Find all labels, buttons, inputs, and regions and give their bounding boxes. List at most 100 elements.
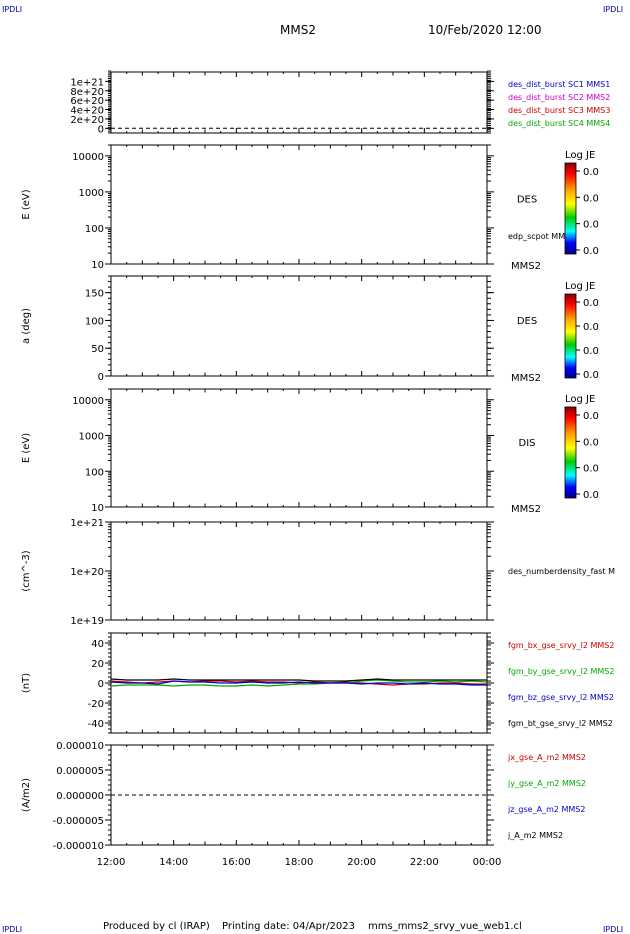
panel-2: 10000 1000 100 10 E (eV) DES edp_scpot MMS2 MMS…: [21, 144, 599, 272]
legend-entry: jy_gse_A_m2 MMS2: [507, 779, 586, 788]
panel-3: 150 100 50 0 a (deg) DES MMS2 Log JE 0.0 0.0 0.0 0.…: [21, 275, 599, 384]
y-tick-label: 100: [85, 467, 104, 478]
y-tick-label: 4e+20: [70, 106, 104, 117]
y-tick-label: 1e+21: [70, 77, 104, 88]
y-tick-label: -0.000005: [53, 816, 104, 827]
y-tick-label: -0.000010: [53, 841, 104, 852]
corner-mark-top-right: IPDLI: [603, 5, 623, 14]
y-tick-label: 1e+20: [70, 567, 104, 578]
time-tick-label: 12:00: [97, 857, 126, 868]
panel-frame: [110, 71, 488, 134]
panel-7: 0.000010 0.000005 0.000000 -0.000005 -0.0000…: [21, 741, 586, 852]
y-tick-label: 100: [85, 224, 104, 235]
legend-entry: fgm_bz_gse_srvy_l2 MMS2: [508, 693, 614, 702]
colorbar-tick-label: 0.0: [583, 370, 599, 381]
colorbar-title: Log JE: [565, 394, 595, 405]
y-tick-label: -40: [88, 719, 104, 730]
colorbar-title: Log JE: [565, 281, 595, 292]
y-tick-label: 150: [85, 289, 104, 300]
time-tick-label: 00:00: [473, 857, 502, 868]
colorbar: [564, 162, 577, 255]
panel-label: DES: [517, 316, 537, 327]
legend-entry: des_dist_burst SC1 MMS1: [508, 80, 610, 89]
bottom-label: MMS2: [511, 504, 541, 515]
colorbar-title: Log JE: [565, 150, 595, 161]
legend-entry: jx_gse_A_m2 MMS2: [507, 753, 586, 762]
y-tick-label: 1000: [79, 188, 104, 199]
legend-entry: j_A_m2 MMS2: [507, 831, 563, 840]
corner-mark-bottom-left: IPDLI: [2, 925, 22, 934]
legend-entry: des_numberdensity_fast M: [508, 567, 615, 576]
time-tick-label: 18:00: [285, 857, 314, 868]
time-tick-label: 14:00: [159, 857, 188, 868]
colorbar: [564, 293, 577, 379]
y-tick-label: 20: [91, 659, 104, 670]
overlay-label: edp_scpot MMS2: [508, 232, 575, 241]
y-axis-label: (cm^-3): [21, 550, 32, 591]
series-line: [110, 678, 487, 682]
panel-frame: [110, 144, 488, 265]
series-line: [110, 680, 487, 686]
legend-entry: jz_gse_A_m2 MMS2: [507, 805, 585, 814]
colorbar-tick-label: 0.0: [583, 193, 599, 204]
panel-frame: [110, 275, 488, 377]
y-tick-label: 1000: [79, 432, 104, 443]
header-spacecraft: MMS2: [280, 23, 316, 37]
series-line: [110, 679, 488, 687]
y-tick-label: 10000: [72, 396, 104, 407]
corner-mark-top-left: IPDLI: [2, 5, 22, 14]
colorbar-tick-label: 0.0: [583, 298, 599, 309]
y-tick-label: 0: [98, 124, 104, 135]
time-tick-label: 22:00: [410, 857, 439, 868]
colorbar-tick-label: 0.0: [583, 490, 599, 501]
colorbar-tick-label: 0.0: [583, 411, 599, 422]
colorbar-tick-label: 0.0: [583, 220, 599, 231]
y-tick-label: 8e+20: [70, 87, 104, 98]
y-axis-label: a (deg): [21, 308, 32, 344]
footer-produced-by: Produced by cl (IRAP): [103, 921, 210, 932]
panel-6: 40 20 0 -20 -40 (nT) fgm_bx_gse_srvy_l2 MMS2 fg…: [21, 632, 614, 734]
y-tick-label: -20: [88, 699, 104, 710]
colorbar: [564, 406, 577, 499]
time-axis: 12:00 14:00 16:00 18:00 20:00 22:00 00:00: [97, 857, 502, 868]
y-tick-label: 0: [98, 372, 104, 383]
y-tick-label: 10: [91, 260, 104, 271]
panel-frame: [110, 388, 488, 508]
y-axis-label: (nT): [21, 673, 32, 693]
y-tick-label: 6e+20: [70, 96, 104, 107]
legend-entry: des_dist_burst SC3 MMS3: [508, 106, 610, 115]
colorbar-tick-label: 0.0: [583, 167, 599, 178]
bottom-label: MMS2: [511, 261, 541, 272]
y-tick-label: 0.000000: [56, 791, 104, 802]
y-axis-label: E (eV): [21, 189, 32, 219]
y-tick-label: 1e+19: [70, 616, 104, 627]
bottom-label: MMS2: [511, 373, 541, 384]
corner-mark-bottom-right: IPDLI: [603, 925, 623, 934]
y-axis-label: E (eV): [21, 433, 32, 463]
panel-label: DIS: [519, 438, 536, 449]
legend-entry: fgm_by_gse_srvy_l2 MMS2: [508, 667, 614, 676]
legend-entry: des_dist_burst SC4 MMS4: [508, 119, 610, 128]
colorbar-tick-label: 0.0: [583, 437, 599, 448]
panel-frame: [110, 521, 488, 621]
legend-entry: fgm_bx_gse_srvy_l2 MMS2: [508, 641, 614, 650]
colorbar-tick-label: 0.0: [583, 322, 599, 333]
legend-entry: des_dist_burst SC2 MMS2: [508, 93, 610, 102]
time-tick-label: 20:00: [347, 857, 376, 868]
y-tick-label: 0: [98, 679, 104, 690]
y-tick-label: 2e+20: [70, 115, 104, 126]
colorbar-tick-label: 0.0: [583, 246, 599, 257]
y-tick-label: 0.000005: [56, 766, 104, 777]
footer-printing-date: Printing date: 04/Apr/2023: [222, 921, 355, 932]
y-tick-label: 100: [85, 316, 104, 327]
y-axis-label: (A/m2): [21, 778, 32, 812]
y-tick-label: 1e+21: [70, 518, 104, 529]
y-tick-label: 50: [91, 344, 104, 355]
colorbar-tick-label: 0.0: [583, 464, 599, 475]
legend-entry: fgm_bt_gse_srvy_l2 MMS2: [508, 719, 613, 728]
y-tick-label: 10000: [72, 152, 104, 163]
panel-5: 1e+21 1e+20 1e+19 (cm^-3) des_numberdensity_…: [21, 518, 615, 627]
colorbar-tick-label: 0.0: [583, 346, 599, 357]
panels-group: 1e+218e+206e+204e+202e+200des_dist_burst…: [21, 70, 615, 852]
